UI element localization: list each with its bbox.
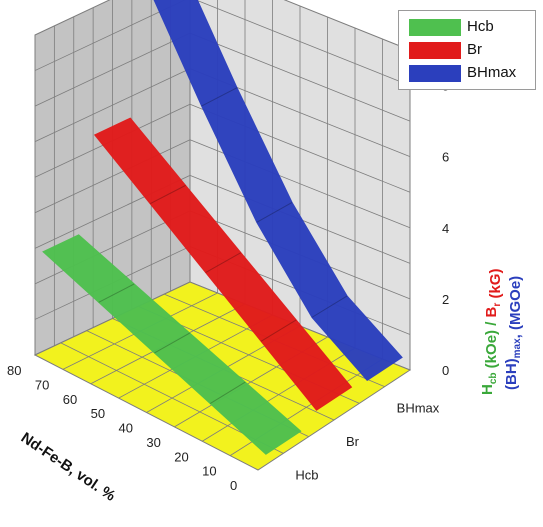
legend-swatch-bhmax xyxy=(409,65,461,82)
legend-item-hcb: Hcb xyxy=(409,17,533,37)
z-tick-label: 4 xyxy=(442,221,449,236)
x-tick-label: 50 xyxy=(91,406,105,421)
x-axis-label: Nd-Fe-B, vol. % xyxy=(18,429,119,505)
x-tick-label: 10 xyxy=(202,464,216,479)
x-tick-label: 70 xyxy=(35,377,49,392)
legend-label-bhmax: BHmax xyxy=(467,64,517,81)
category-tick-label: Br xyxy=(346,434,360,449)
ribbon-crossline xyxy=(201,87,238,107)
legend-item-bhmax: BHmax xyxy=(409,63,533,83)
legend-swatch-hcb xyxy=(409,19,461,36)
z-tick-label: 6 xyxy=(442,150,449,165)
ribbon-hcb xyxy=(42,234,302,455)
x-tick-label: 30 xyxy=(146,435,160,450)
category-tick-label: Hcb xyxy=(295,467,318,482)
z-axis-label: Hcb (kOe) / Br (kG) xyxy=(479,269,504,395)
x-tick-label: 60 xyxy=(63,392,77,407)
ribbon-crossline xyxy=(154,332,190,354)
z-axis-label-2: (BH)max, (MGOe) xyxy=(503,276,524,390)
legend-label-hcb: Hcb xyxy=(467,18,494,35)
legend-item-br: Br xyxy=(409,40,533,60)
ribbon-br xyxy=(93,117,353,411)
ribbon-crossline xyxy=(260,319,297,342)
z-tick-label: 2 xyxy=(442,292,449,307)
category-tick-label: BHmax xyxy=(397,401,440,416)
ribbon-crossline xyxy=(311,295,348,318)
x-tick-label: 0 xyxy=(230,478,237,493)
legend-swatch-br xyxy=(409,42,461,59)
ribbon-crossline xyxy=(205,252,242,273)
ribbon-bhmax xyxy=(153,0,403,382)
ribbon-crossline xyxy=(256,202,293,223)
z-tick-label: 0 xyxy=(442,363,449,378)
x-tick-label: 40 xyxy=(119,421,133,436)
x-tick-label: 20 xyxy=(174,449,188,464)
legend: Hcb Br BHmax xyxy=(398,10,536,90)
legend-label-br: Br xyxy=(467,41,482,58)
ribbon-crossline xyxy=(98,283,135,303)
ribbon-crossline xyxy=(149,184,186,205)
ribbon-crossline xyxy=(209,381,246,404)
x-tick-label: 80 xyxy=(7,363,21,378)
